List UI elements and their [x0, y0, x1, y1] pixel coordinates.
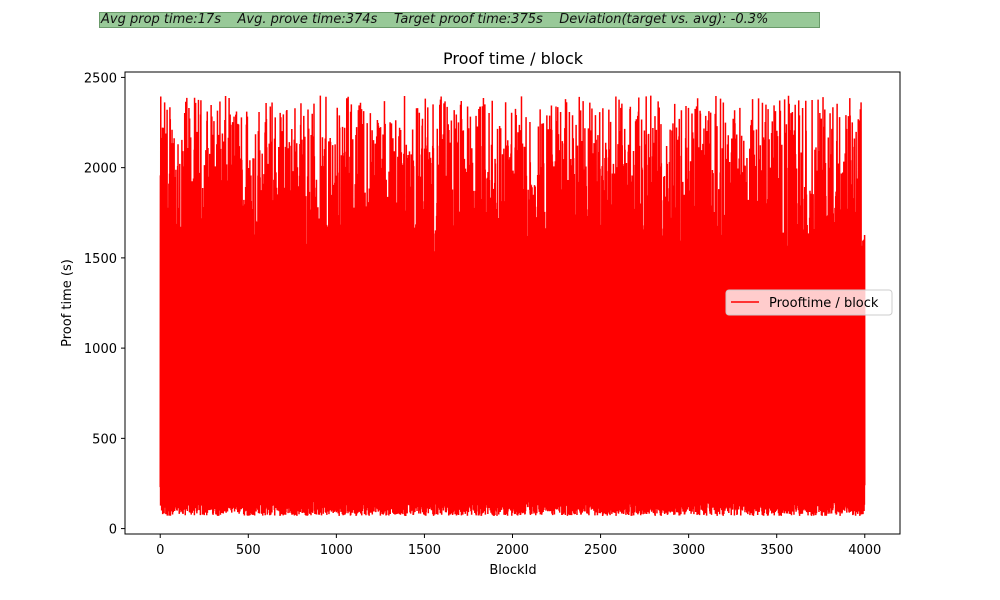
y-tick-label: 0: [109, 523, 117, 538]
legend: Prooftime / block: [725, 289, 893, 316]
x-tick-label: 4000: [848, 543, 881, 558]
x-tick-label: 3000: [672, 543, 705, 558]
y-axis-ticks: 0 500 1000 1500 2000 2500: [84, 71, 125, 538]
x-tick-label: 0: [156, 543, 164, 558]
y-tick-label: 500: [92, 432, 117, 447]
x-tick-label: 3500: [760, 543, 793, 558]
y-axis-label: Proof time (s): [60, 259, 75, 347]
series-line-group: [159, 95, 866, 516]
legend-box: [725, 289, 893, 316]
legend-label: Prooftime / block: [769, 296, 879, 311]
x-tick-label: 500: [236, 543, 261, 558]
chart-title: Proof time / block: [443, 49, 584, 68]
y-tick-label: 1000: [84, 342, 117, 357]
y-tick-label: 2000: [84, 162, 117, 177]
x-tick-label: 1000: [320, 543, 353, 558]
x-axis-ticks: 0 500 1000 1500 2000 2500 3000 3500 4000: [156, 534, 881, 558]
x-tick-label: 1500: [408, 543, 441, 558]
series-line-prooftime: [159, 95, 866, 516]
stats-banner: Avg prop time:17s Avg. prove time:374s T…: [99, 12, 820, 28]
x-tick-label: 2500: [584, 543, 617, 558]
x-tick-label: 2000: [496, 543, 529, 558]
y-tick-label: 2500: [84, 71, 117, 86]
x-axis-label: BlockId: [489, 563, 536, 578]
y-tick-label: 1500: [84, 252, 117, 267]
